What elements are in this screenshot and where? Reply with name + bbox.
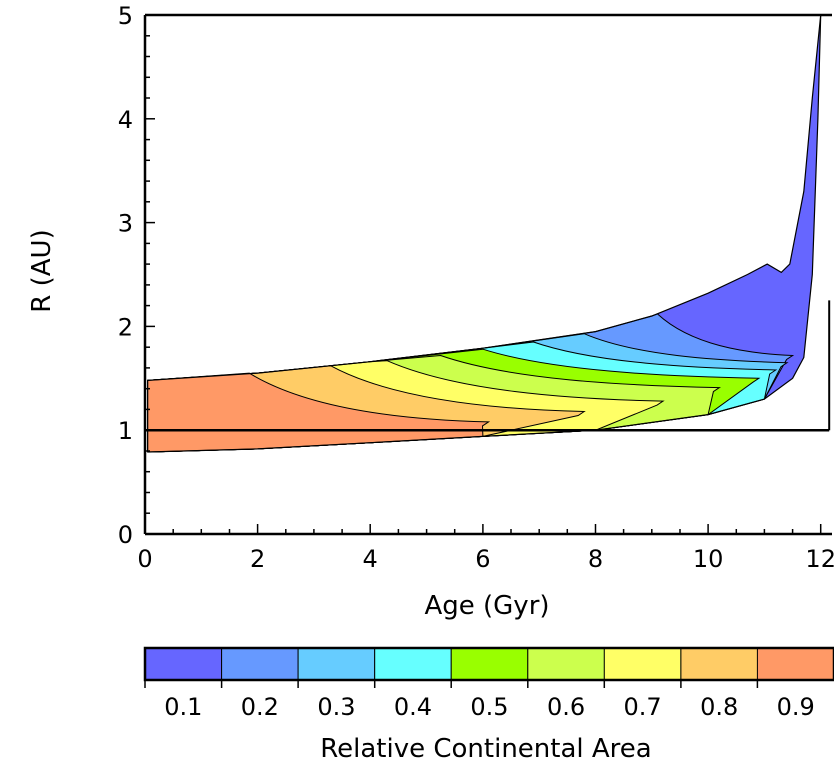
colorbar-tick-label: 0.9 [777,693,815,721]
colorbar-tick-label: 0.8 [700,693,738,721]
axes [143,13,832,536]
y-tick-label: 5 [118,2,133,30]
y-tick-label: 2 [118,313,133,341]
contour-lines [147,14,822,453]
colorbar-swatch [221,647,299,681]
y-tick-label: 4 [118,106,133,134]
outer-boundary-line [147,14,822,381]
y-tick-label: 3 [118,210,133,238]
colorbar-tick-label: 0.1 [164,693,202,721]
colorbar-tick-label: 0.5 [470,693,508,721]
y-tick-label: 0 [118,521,133,549]
colorbar-swatch [527,647,605,681]
colorbar-swatch [297,647,376,681]
region-level-0.9 [147,372,491,453]
y-tick-label: 1 [118,417,133,445]
x-axis-label: Age (Gyr) [424,591,549,621]
x-tick-label: 6 [475,545,490,573]
colorbar-tick-label: 0.2 [241,693,279,721]
x-tick-label: 4 [363,545,378,573]
colorbar-tick-label: 0.6 [547,693,585,721]
colorbar-swatch [374,647,452,681]
colorbar-tick-label: 0.3 [317,693,355,721]
contour-regions [147,15,821,453]
colorbar-swatch [680,647,759,681]
x-tick-label: 0 [137,545,152,573]
colorbar: 0.1 0.2 0.3 0.4 0.5 0.6 0.7 0.8 0.9 [143,646,834,721]
colorbar-label: Relative Continental Area [320,734,651,764]
colorbar-swatch [450,647,529,681]
colorbar-swatch [144,647,223,681]
x-tick-label: 8 [588,545,603,573]
colorbar-tick-label: 0.7 [624,693,662,721]
x-tick-label: 2 [250,545,265,573]
x-tick-label: 10 [693,545,724,573]
colorbar-tick-label: 0.4 [394,693,432,721]
colorbar-frame [143,646,834,682]
planet-orbit [145,300,831,432]
inner-boundary-line [147,14,822,453]
colorbar-swatch [603,647,682,681]
colorbar-swatch [756,647,834,681]
x-tick-label: 12 [805,545,834,573]
y-axis-label: R (AU) [27,229,57,312]
